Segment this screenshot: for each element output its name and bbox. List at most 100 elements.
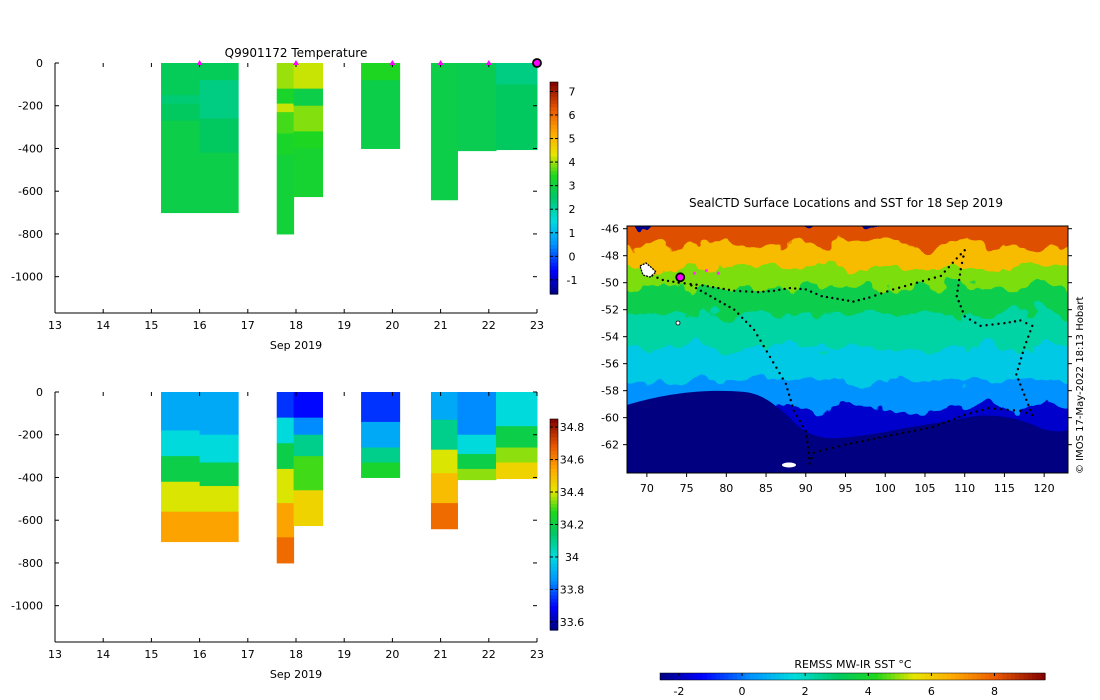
track-dot-150 xyxy=(791,404,794,407)
colorbar-segment-31 xyxy=(550,517,558,522)
sst-colorbar-segment-65 xyxy=(938,673,943,680)
colorbar-segment-4 xyxy=(550,612,558,617)
track-dot-48 xyxy=(909,283,913,286)
sst-colorbar-segment-16 xyxy=(728,673,734,680)
profile-6-layer-2 xyxy=(457,453,497,470)
track-dot-50 xyxy=(921,279,925,283)
colorbar-segment-55 xyxy=(550,433,558,438)
profile-3-layer-3 xyxy=(293,456,324,491)
track-dot-123 xyxy=(895,432,899,436)
colorbar-segment-18 xyxy=(550,563,558,568)
sst-colorbar-segment-70 xyxy=(959,673,965,680)
sst-colorbar-segment-24 xyxy=(762,673,768,680)
profile-2-layer-5 xyxy=(276,537,295,564)
colorbar-segment-18 xyxy=(550,226,558,231)
track-dot-119 xyxy=(919,428,923,431)
track-dot-95 xyxy=(1021,388,1024,391)
track-dot-35 xyxy=(836,297,839,301)
sst-colorbar-label-8: 8 xyxy=(991,685,998,698)
track-dot-76 xyxy=(991,323,994,326)
x-tick-label-23: 23 xyxy=(530,319,544,332)
track-dot-82 xyxy=(1025,321,1028,325)
track-dot-157 xyxy=(775,366,778,369)
track-dot-40 xyxy=(862,297,866,301)
colorbar-segment-52 xyxy=(550,106,558,111)
sst-colorbar-segment-51 xyxy=(878,673,884,680)
track-dot-174 xyxy=(709,294,712,298)
track-dot-21 xyxy=(762,290,765,293)
colorbar-segment-31 xyxy=(550,180,558,186)
track-dot-52 xyxy=(933,276,937,279)
profile-2-layer-1 xyxy=(276,417,295,444)
track-dot-85 xyxy=(1027,335,1030,338)
track-dot-79 xyxy=(1008,321,1011,324)
profile-4-layer-1 xyxy=(361,80,401,149)
track-dot-152 xyxy=(787,393,791,396)
track-dot-137 xyxy=(812,451,815,454)
x-tick-label-23: 23 xyxy=(530,648,544,661)
track-dot-11 xyxy=(706,285,709,288)
track-dot-146 xyxy=(801,424,805,428)
colorbar-segment-50 xyxy=(550,113,558,118)
track-dot-47 xyxy=(903,284,907,288)
profile-6-layer-0 xyxy=(457,392,497,436)
sst-colorbar-segment-56 xyxy=(899,673,905,680)
profile-1-layer-1 xyxy=(199,80,239,120)
sst-colorbar-segment-25 xyxy=(766,673,772,680)
colorbar-label-34.6: 34.6 xyxy=(560,454,585,467)
x-tick-label-20: 20 xyxy=(385,648,399,661)
sst-colorbar-segment-53 xyxy=(886,673,892,680)
track-dot-4 xyxy=(666,279,670,283)
profile-marker-4 xyxy=(485,60,492,65)
map-y-tick-label--62: -62 xyxy=(601,439,619,452)
colorbar-segment-32 xyxy=(550,177,558,182)
sst-colorbar-segment-39 xyxy=(826,673,832,680)
colorbar-segment-1 xyxy=(550,286,558,292)
sst-colorbar-segment-83 xyxy=(1015,673,1020,680)
sst-colorbar-segment-11 xyxy=(707,673,712,680)
colorbar-segment-8 xyxy=(550,598,558,603)
track-dot-131 xyxy=(849,442,853,445)
colorbar-segment-30 xyxy=(550,184,558,189)
colorbar-segment-29 xyxy=(550,188,558,193)
colorbar-segment-14 xyxy=(550,241,558,246)
profile-3-layer-4 xyxy=(293,148,324,198)
sst-colorbar-segment-31 xyxy=(792,673,798,680)
track-dot-38 xyxy=(852,300,855,303)
sst-colorbar-segment-82 xyxy=(1010,673,1016,680)
track-dot-159 xyxy=(768,355,772,359)
colorbar-segment-3 xyxy=(550,279,558,284)
track-dot-100 xyxy=(1031,413,1034,417)
sst-colorbar-segment-8 xyxy=(694,673,700,680)
track-dot-108 xyxy=(981,408,984,412)
track-dot-39 xyxy=(857,299,860,302)
x-tick-label-18: 18 xyxy=(289,648,303,661)
sst-colorbar-segment-81 xyxy=(1006,673,1012,680)
sst-colorbar-segment-84 xyxy=(1019,673,1025,680)
profile-1-layer-2 xyxy=(199,118,239,154)
track-dot-94 xyxy=(1019,383,1022,386)
x-tick-label-14: 14 xyxy=(96,319,110,332)
colorbar-segment-58 xyxy=(550,422,558,427)
track-dot-156 xyxy=(778,371,781,375)
profile-6-layer-0 xyxy=(457,63,497,152)
track-dot-55 xyxy=(947,265,951,269)
sst-colorbar-frame xyxy=(659,672,1046,681)
sst-colorbar-segment-73 xyxy=(972,673,978,680)
sst-colorbar-segment-12 xyxy=(711,673,717,680)
sst-colorbar-segment-40 xyxy=(831,673,836,680)
x-tick-label-19: 19 xyxy=(337,648,351,661)
track-dot-104 xyxy=(1006,408,1009,412)
colorbar-segment-37 xyxy=(550,159,558,164)
profile-0-layer-3 xyxy=(161,120,201,214)
colorbar-segment-56 xyxy=(550,429,558,434)
track-dot-166 xyxy=(744,320,748,324)
track-dot-65 xyxy=(957,284,960,287)
map-y-tick-label--50: -50 xyxy=(601,277,619,290)
colorbar-segment-42 xyxy=(550,142,558,147)
sst-colorbar-segment-77 xyxy=(989,673,995,680)
profile-0-layer-2 xyxy=(161,103,201,122)
track-dot-14 xyxy=(722,287,725,291)
track-dot-163 xyxy=(756,334,759,337)
track-dot-116 xyxy=(937,423,940,427)
